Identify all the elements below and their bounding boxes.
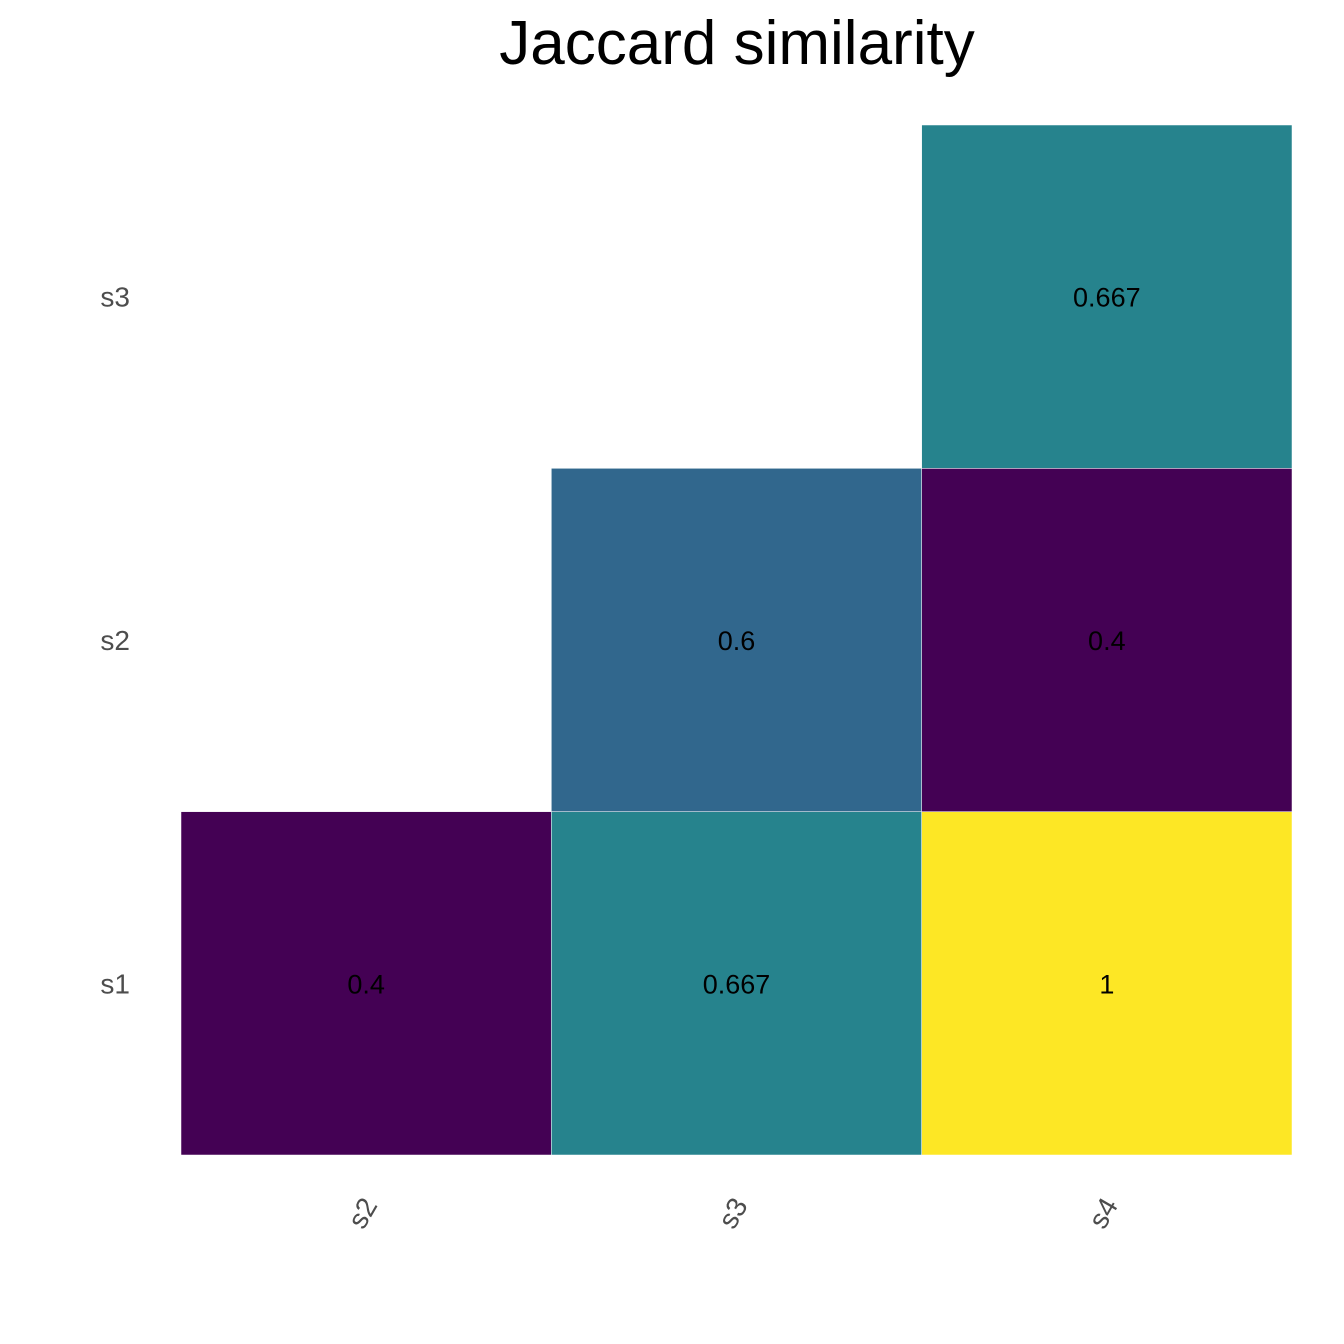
cell-value-label-s1-s2: 0.4	[347, 969, 385, 999]
x-axis: s2 s3 s4	[342, 1193, 1124, 1234]
heatmap-cell-labels: 0.4 0.667 1 0.6 0.4 0.667	[347, 283, 1140, 1000]
heatmap-cell-s1-s2	[180, 811, 552, 1156]
y-axis: s1 s2 s3	[100, 282, 130, 1000]
cell-value-label-s3-s4: 0.667	[1073, 283, 1141, 313]
y-tick-label-s2: s2	[100, 625, 130, 656]
x-tick-label-s4: s4	[1082, 1193, 1124, 1234]
cell-value-label-s1-s3: 0.667	[703, 969, 771, 999]
chart-title: Jaccard similarity	[499, 9, 974, 78]
heatmap-cell-s2-s3	[551, 468, 922, 812]
y-tick-label-s3: s3	[100, 282, 130, 313]
x-tick-label-s2: s2	[342, 1193, 384, 1234]
cell-value-label-s1-s4: 1	[1099, 969, 1114, 999]
heatmap-cell-s3-s4	[921, 124, 1293, 469]
x-tick-label-s3: s3	[712, 1193, 754, 1234]
heatmap-cells	[180, 124, 1293, 1156]
cell-value-label-s2-s3: 0.6	[718, 626, 756, 656]
cell-value-label-s2-s4: 0.4	[1088, 626, 1126, 656]
y-tick-label-s1: s1	[100, 968, 130, 999]
heatmap-cell-s2-s4	[921, 468, 1293, 812]
heatmap-cell-s1-s3	[551, 811, 922, 1156]
